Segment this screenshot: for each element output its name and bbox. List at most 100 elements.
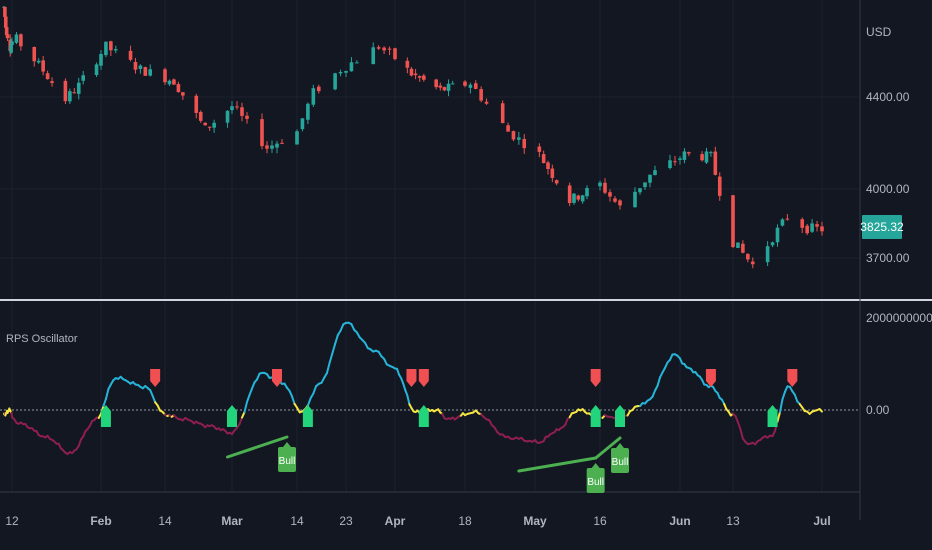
time-axis-label: Feb: [90, 514, 111, 528]
oscillator-segment: [396, 367, 401, 376]
candle-body: [468, 84, 473, 88]
oscillator-segment: [328, 352, 334, 364]
indicator-title[interactable]: RPS Oscillator: [6, 333, 78, 345]
candle-body: [240, 107, 244, 116]
oscillator-segment: [325, 361, 331, 375]
candle-body: [446, 83, 451, 91]
divergence-lines: Bull Bull Bull: [226, 435, 629, 493]
candle-body: [203, 122, 207, 126]
oscillator-segment: [306, 397, 312, 407]
candle-body: [413, 73, 418, 76]
candle-body: [143, 67, 148, 76]
candle-body: [3, 6, 7, 18]
candle-body: [736, 242, 740, 248]
candle-body: [280, 142, 284, 144]
bull-label-bg: [278, 447, 296, 472]
candle-body: [643, 182, 647, 188]
bull-divergence-line: [226, 435, 289, 459]
currency-label: USD: [866, 25, 892, 39]
candle-body: [207, 126, 212, 128]
oscillator-segment: [251, 381, 256, 390]
candle-body: [554, 180, 559, 184]
candle-body: [422, 75, 426, 80]
candle-body: [500, 103, 505, 123]
candle-body: [94, 64, 99, 76]
oscillator-segment: [776, 411, 781, 423]
bull-divergence-line: [517, 456, 598, 473]
candle-body: [5, 34, 10, 39]
candle-body: [479, 89, 483, 101]
time-axis-label: 12: [5, 514, 19, 528]
candle-body: [506, 125, 510, 132]
bull-label-pointer: [591, 463, 600, 468]
candle-body: [613, 198, 617, 202]
oscillator-segment: [288, 389, 293, 398]
candle-body: [678, 158, 682, 160]
time-axis: 12 Feb 14 Mar 14 23 Apr 18 May 16 Jun 13 Jul: [5, 514, 830, 528]
bull-label-text: Bull: [587, 477, 604, 488]
candle-body: [780, 219, 785, 226]
candle-body: [99, 54, 103, 66]
candle-body: [537, 146, 542, 152]
candle-body: [741, 243, 745, 253]
oscillator-segment: [104, 388, 110, 400]
candle-body: [212, 122, 216, 128]
bull-label-pointer: [283, 442, 291, 447]
candle-body: [633, 191, 637, 208]
candle-body: [167, 80, 172, 85]
oscillator-segment: [656, 376, 661, 387]
candle-body: [387, 48, 392, 50]
candle-body: [522, 138, 527, 149]
sell-signal-marker: [418, 369, 429, 387]
candle-body: [270, 145, 274, 149]
candle-body: [603, 182, 607, 193]
oscillator-segment: [291, 395, 296, 405]
sell-signal-marker: [406, 369, 417, 387]
candle-body: [104, 41, 108, 56]
candle-body: [382, 47, 386, 51]
oscillator-segment: [818, 407, 823, 413]
candle-body: [138, 65, 143, 69]
bull-label-bg: [586, 468, 605, 493]
sell-signal-marker: [590, 369, 601, 387]
candle-body: [585, 188, 589, 197]
candle-body: [580, 195, 585, 202]
candle-body: [546, 162, 550, 169]
candle-body: [260, 119, 264, 147]
candle-body: [770, 242, 775, 246]
candle-body: [338, 71, 343, 74]
candle-body: [275, 143, 279, 148]
candle-body: [230, 106, 234, 111]
oscillator-segment: [246, 394, 251, 404]
candle-body: [750, 261, 755, 265]
candle-body: [550, 168, 555, 178]
candle-body: [265, 145, 269, 149]
oscillator-segment: [238, 416, 243, 426]
candle-body: [333, 73, 337, 90]
oscillator-segment: [783, 385, 789, 393]
time-axis-label: 18: [458, 514, 472, 528]
candle-body: [68, 91, 72, 102]
candle-body: [113, 49, 118, 51]
price-axis-label: 3700.00: [866, 251, 910, 265]
time-axis-label: Jun: [669, 514, 690, 528]
bull-label-pointer: [616, 443, 624, 448]
buy-signal-marker: [615, 405, 625, 427]
time-axis-label: Apr: [385, 514, 406, 528]
price-axis-label: 4000.00: [866, 182, 910, 196]
candle-body: [181, 92, 185, 96]
oscillator-axis: 2000000000.00 0.00: [866, 311, 932, 417]
candle-body: [434, 79, 438, 88]
oscillator-segment: [151, 395, 157, 404]
candle-body: [295, 131, 299, 145]
candle-body: [567, 185, 572, 204]
candle-body: [109, 41, 113, 51]
candle-body: [653, 170, 657, 176]
candle-body: [9, 44, 13, 53]
candle-body: [673, 161, 677, 163]
bull-label-text: Bull: [279, 456, 296, 467]
candle-body: [668, 160, 672, 169]
candle-body: [36, 60, 41, 63]
oscillator-segment: [241, 411, 246, 419]
